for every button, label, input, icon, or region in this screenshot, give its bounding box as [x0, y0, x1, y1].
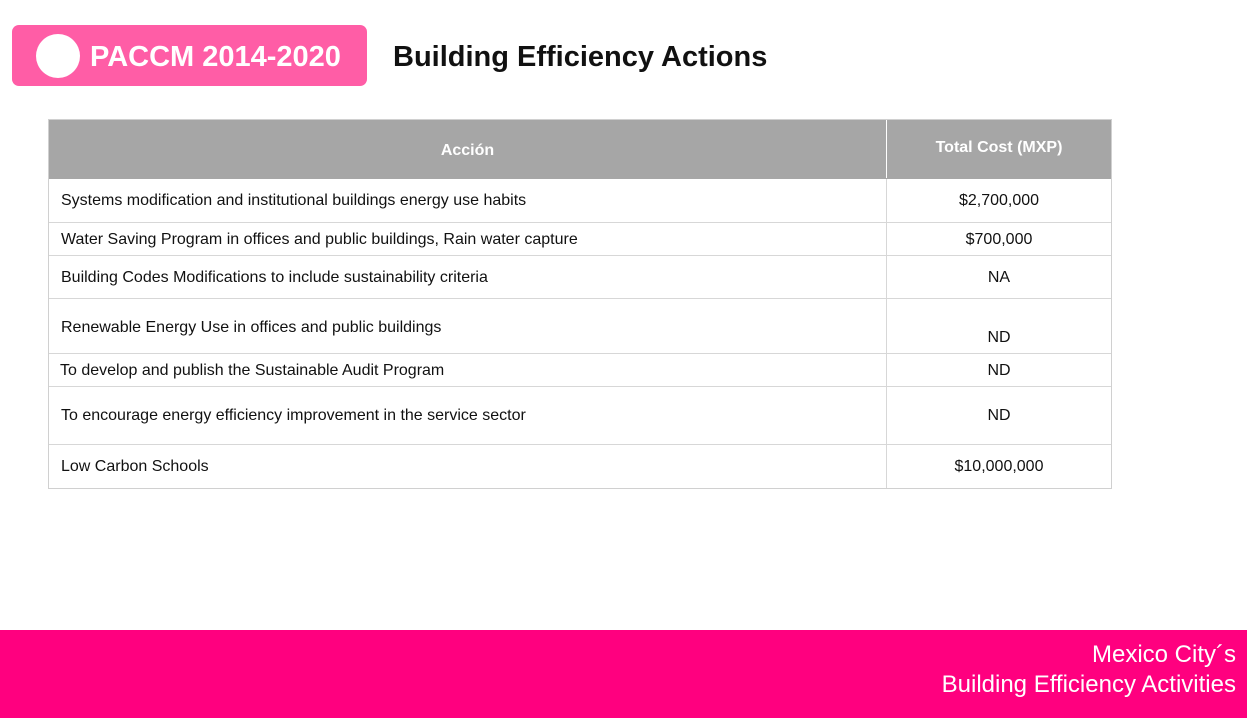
table-row: To encourage energy efficiency improveme… — [49, 387, 1111, 445]
footer-line-2: Building Efficiency Activities — [941, 671, 1236, 698]
action-cell: To encourage energy efficiency improveme… — [49, 387, 887, 444]
cost-cell: NA — [987, 268, 1011, 286]
cost-cell: $700,000 — [965, 230, 1033, 248]
cost-cell: ND — [987, 407, 1011, 424]
table-row: Building Codes Modifications to include … — [49, 256, 1111, 299]
cost-cell: ND — [987, 329, 1011, 346]
action-cell: Renewable Energy Use in offices and publ… — [49, 299, 887, 353]
table-row: Water Saving Program in offices and publ… — [49, 223, 1111, 256]
column-header-action: Acción — [49, 120, 887, 178]
table-row: Systems modification and institutional b… — [49, 179, 1111, 223]
action-cell: Building Codes Modifications to include … — [49, 256, 887, 298]
table-row: To develop and publish the Sustainable A… — [49, 354, 1111, 387]
action-cell: Water Saving Program in offices and publ… — [49, 223, 887, 255]
footer-bar: Mexico City´s Building Efficiency Activi… — [0, 630, 1247, 718]
action-cell: Systems modification and institutional b… — [49, 179, 887, 222]
column-header-cost: Total Cost (MXP) — [935, 138, 1063, 156]
table-row: Renewable Energy Use in offices and publ… — [49, 299, 1111, 354]
cost-cell: $2,700,000 — [958, 192, 1040, 209]
action-cell: Low Carbon Schools — [49, 445, 887, 488]
cost-cell: ND — [987, 361, 1011, 379]
footer-line-1: Mexico City´s — [1091, 641, 1236, 668]
badge-label: PACCM 2014-2020 — [90, 41, 341, 73]
table-header-row: Acción Total Cost (MXP) — [49, 120, 1111, 179]
action-cell: To develop and publish the Sustainable A… — [49, 354, 887, 386]
program-badge: PACCM 2014-2020 — [12, 25, 367, 86]
actions-table: Acción Total Cost (MXP) Systems modifica… — [48, 119, 1112, 489]
page-title: Building Efficiency Actions — [393, 41, 768, 73]
circle-icon — [36, 34, 80, 78]
table-row: Low Carbon Schools $10,000,000 — [49, 445, 1111, 488]
cost-cell: $10,000,000 — [954, 458, 1044, 475]
